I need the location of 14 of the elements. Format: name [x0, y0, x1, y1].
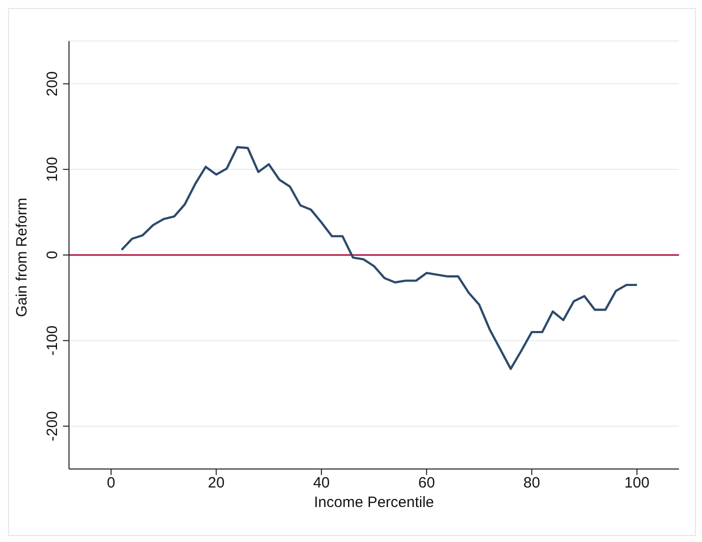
- line-series: [120, 146, 638, 370]
- y-axis-title: Gain from Reform: [13, 198, 30, 317]
- x-tick-label: 60: [418, 474, 435, 492]
- x-tick-label: 0: [106, 474, 116, 492]
- y-tick-label: 200: [44, 71, 61, 96]
- x-axis-title: Income Percentile: [314, 494, 434, 511]
- x-tick-label: 100: [624, 474, 650, 492]
- x-tick-label: 40: [313, 474, 330, 492]
- y-tick-label: -100: [44, 326, 61, 356]
- x-tick-label: 80: [523, 474, 540, 492]
- y-tick-label: 100: [44, 156, 61, 182]
- x-tick-label: 20: [208, 474, 225, 492]
- y-tick-label: 0: [44, 250, 61, 260]
- y-tick-label: -200: [44, 411, 61, 442]
